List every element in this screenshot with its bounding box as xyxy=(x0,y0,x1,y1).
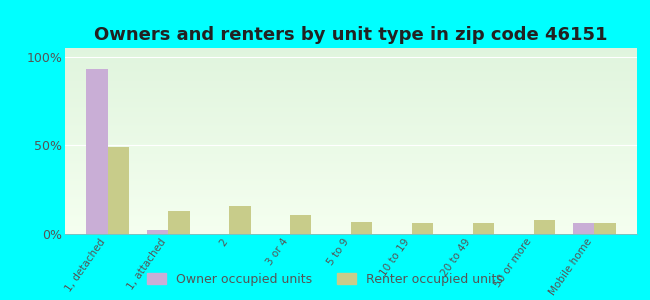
Bar xyxy=(412,224,433,234)
Bar xyxy=(86,69,108,234)
Legend: Owner occupied units, Renter occupied units: Owner occupied units, Renter occupied un… xyxy=(142,268,508,291)
Bar xyxy=(290,214,311,234)
Bar xyxy=(108,147,129,234)
Bar xyxy=(147,230,168,234)
Title: Owners and renters by unit type in zip code 46151: Owners and renters by unit type in zip c… xyxy=(94,26,608,44)
Bar xyxy=(229,206,251,234)
Bar xyxy=(168,211,190,234)
Bar xyxy=(594,224,616,234)
Bar xyxy=(534,220,555,234)
Bar xyxy=(351,222,372,234)
Bar xyxy=(573,224,594,234)
Bar xyxy=(473,224,494,234)
